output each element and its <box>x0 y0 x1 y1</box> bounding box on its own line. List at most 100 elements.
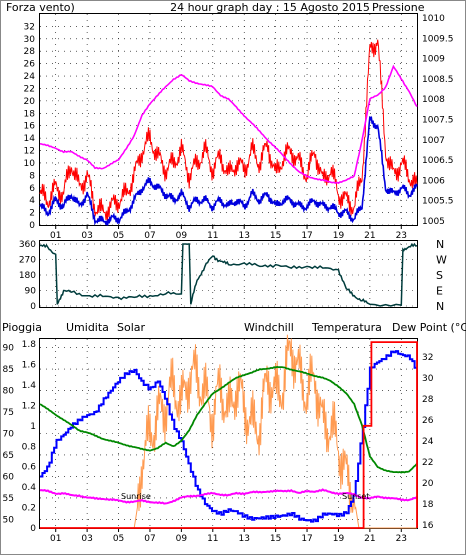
pressure-y-tick-label: 1008.5 <box>422 75 454 85</box>
wind-x-tick-label: 13 <box>238 231 249 241</box>
wind-x-tick-label: 17 <box>301 231 312 241</box>
dewpoint-line <box>39 488 418 505</box>
wind-x-tick-label: 23 <box>396 231 407 241</box>
humidity-x-tick-label: 09 <box>176 534 188 544</box>
wind-x-tick-label: 09 <box>176 231 188 241</box>
humidity-rain-axis: 50 55 60 65 70 75 80 85 90 0 0.2 0.4 0.6 0.8 1 1.2 1.4 1.… <box>3 340 37 534</box>
temperature-y-tick-label: 22 <box>422 458 433 468</box>
temperature-y-tick-label: 28 <box>422 395 434 405</box>
pressure-axis: 1005 1005.5 1006 1006.5 1007 1007.5 1008 1008.5… <box>422 14 454 227</box>
temperature-y-tick-label: 24 <box>422 437 434 447</box>
header-right-label: Pressione <box>372 1 425 14</box>
direction-y-tick-label: 90 <box>25 287 37 297</box>
humidity-temp-series <box>39 334 418 529</box>
compass-label: E <box>436 285 443 298</box>
wind-pressure-grid <box>40 14 417 226</box>
humidity-x-tick-label: 11 <box>207 534 218 544</box>
pressure-y-tick-label: 1008 <box>422 95 445 105</box>
wind-y-tick-label: 0 <box>29 221 35 231</box>
temperature-y-tick-label: 26 <box>422 416 434 426</box>
temperature-y-tick-label: 20 <box>422 479 434 489</box>
humidity-x-tick-label: 17 <box>301 534 312 544</box>
rain-y-tick-label: 1.2 <box>22 401 36 411</box>
compass-label: W <box>436 254 447 267</box>
wind-direction-series <box>39 242 418 307</box>
humidity-x-tick-label: 19 <box>333 534 345 544</box>
temperature-axis: 16 18 20 22 24 26 28 30 32 <box>422 353 434 531</box>
pressure-y-tick-label: 1005.5 <box>422 197 454 207</box>
rain-y-tick-label: 1.8 <box>22 340 37 350</box>
wind-y-tick-label: 4 <box>29 196 35 206</box>
humidity-y-tick-label: 50 <box>3 515 15 525</box>
rain-y-tick-label: 0.6 <box>22 463 37 473</box>
humidity-y-tick-label: 75 <box>3 408 14 418</box>
wind-gust-line <box>39 39 418 222</box>
direction-y-tick-label: 0 <box>30 302 36 312</box>
temperature-y-tick-label: 32 <box>422 353 433 363</box>
temperature-y-tick-label: 30 <box>422 374 434 384</box>
wind-x-tick-label: 15 <box>270 231 281 241</box>
temperature-y-tick-label: 18 <box>422 500 434 510</box>
sunrise-label: Sunrise <box>121 492 151 501</box>
rain-y-tick-label: 0.8 <box>22 442 37 452</box>
pressure-y-tick-label: 1005 <box>422 217 445 227</box>
wind-x-tick-label: 03 <box>81 231 92 241</box>
pressure-y-tick-label: 1007 <box>422 136 445 146</box>
pressure-line <box>39 64 418 185</box>
wind-y-tick-label: 12 <box>24 147 35 157</box>
legend-dewpoint: Dew Point (°C) <box>392 321 466 334</box>
rain-y-tick-label: 1.4 <box>22 381 37 391</box>
direction-y-tick-label: 270 <box>19 256 36 266</box>
legend-windchill: Windchill <box>244 321 294 334</box>
humidity-x-tick-label: 23 <box>396 534 407 544</box>
wind-x-tick-label: 07 <box>144 231 155 241</box>
rain-y-tick-label: 0 <box>30 524 36 534</box>
humidity-y-tick-label: 90 <box>3 344 15 354</box>
wind-x-tick-label: 19 <box>333 231 345 241</box>
legend-temperature: Temperatura <box>311 321 382 334</box>
wind-pressure-plot-frame <box>39 13 418 226</box>
direction-y-tick-label: 360 <box>19 240 36 250</box>
rain-y-tick-label: 0.4 <box>22 483 37 493</box>
humidity-y-tick-label: 70 <box>3 430 15 440</box>
rain-line <box>40 341 418 529</box>
pressure-y-tick-label: 1009.5 <box>422 34 454 44</box>
wind-pressure-series <box>39 39 418 226</box>
temperature-y-tick-label: 16 <box>422 521 434 531</box>
humidity-y-tick-label: 80 <box>3 387 15 397</box>
humidity-y-tick-label: 55 <box>3 494 14 504</box>
header-left-label: Forza vento) <box>6 1 75 14</box>
wind-pressure-x-axis: 01 03 05 07 09 11 13 15 17 19 21 23 <box>50 225 407 241</box>
humidity-x-tick-label: 13 <box>238 534 249 544</box>
wind-direction-plot-frame <box>39 240 418 308</box>
humidity-temp-x-axis: 01 03 05 07 09 11 13 15 17 19 21 23 <box>50 528 407 544</box>
sunset-label: Sunset <box>342 492 369 501</box>
humidity-y-tick-label: 65 <box>3 451 14 461</box>
wind-x-tick-label: 21 <box>364 231 375 241</box>
wind-y-tick-label: 6 <box>29 184 35 194</box>
humidity-y-tick-label: 60 <box>3 472 15 482</box>
rain-y-tick-label: 1.6 <box>22 361 37 371</box>
humidity-x-tick-label: 21 <box>364 534 375 544</box>
wind-y-tick-label: 30 <box>24 35 36 45</box>
pressure-y-tick-label: 1006.5 <box>422 156 454 166</box>
pressure-y-tick-label: 1010 <box>422 14 445 24</box>
wind-y-tick-label: 24 <box>24 72 36 82</box>
wind-y-tick-label: 10 <box>24 159 36 169</box>
wind-y-tick-label: 22 <box>24 84 35 94</box>
wind-y-tick-label: 18 <box>24 109 36 119</box>
wind-direction-line <box>39 242 418 307</box>
humidity-line <box>40 350 418 523</box>
humidity-x-tick-label: 15 <box>270 534 281 544</box>
wind-x-tick-label: 05 <box>113 231 124 241</box>
pressure-y-tick-label: 1006 <box>422 176 445 186</box>
compass-label: N <box>436 300 444 313</box>
legend-humidity: Umidita <box>66 321 109 334</box>
humidity-x-tick-label: 05 <box>113 534 124 544</box>
rain-y-tick-label: 0.2 <box>22 504 36 514</box>
wind-y-tick-label: 16 <box>24 122 36 132</box>
